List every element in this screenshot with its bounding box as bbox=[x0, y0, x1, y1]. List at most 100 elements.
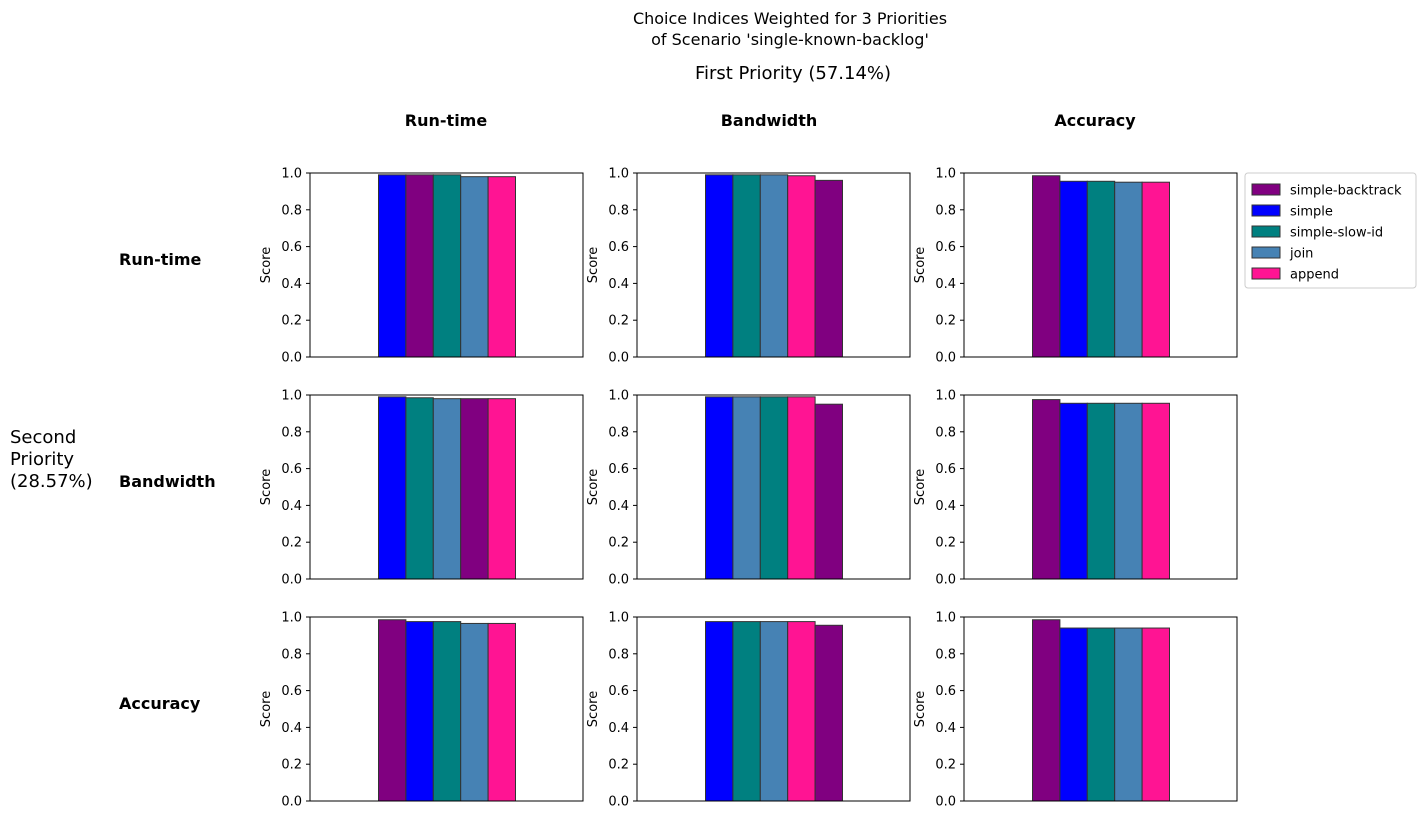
y-tick-label: 0.0 bbox=[935, 795, 956, 810]
y-tick-label: 0.8 bbox=[935, 647, 956, 662]
y-tick-label: 0.6 bbox=[608, 462, 629, 477]
bar-simple-backtrack bbox=[1032, 619, 1061, 802]
y-tick-label: 0.0 bbox=[935, 351, 956, 366]
legend: simple-backtrack simple simple-slow-id join… bbox=[1244, 172, 1417, 289]
bar-simple-slow-id bbox=[405, 397, 434, 580]
legend-label: join bbox=[1289, 247, 1313, 262]
legend-item-simple-slow-id: simple-slow-id bbox=[1251, 225, 1383, 241]
row-header-bandwidth: Bandwidth bbox=[119, 472, 216, 491]
y-tick-label: 0.0 bbox=[935, 573, 956, 588]
bar-simple-slow-id bbox=[1086, 180, 1116, 358]
legend-swatch bbox=[1251, 246, 1281, 259]
subplot-bandwidth-bandwidth: 0.0 0.2 0.4 0.6 0.8 1.0 Score bbox=[586, 389, 911, 588]
y-tick-label: 0.8 bbox=[281, 203, 302, 218]
y-tick-label: 0.0 bbox=[608, 795, 629, 810]
axes-frame bbox=[309, 172, 584, 358]
y-tick-label: 0.6 bbox=[935, 240, 956, 255]
y-tick-label: 0.2 bbox=[935, 758, 956, 773]
y-tick-label: 0.6 bbox=[281, 240, 302, 255]
legend-label: append bbox=[1290, 268, 1339, 283]
bar-append bbox=[487, 398, 517, 580]
y-tick-label: 0.6 bbox=[608, 240, 629, 255]
bar-simple-backtrack bbox=[1032, 175, 1061, 358]
y-axis-label: Score bbox=[913, 247, 928, 283]
bar-join bbox=[460, 176, 489, 358]
bar-simple bbox=[378, 396, 407, 580]
subplot-bandwidth-run-time: 0.0 0.2 0.4 0.6 0.8 1.0 Score bbox=[259, 389, 584, 588]
y-tick-label: 0.8 bbox=[935, 425, 956, 440]
column-header-run-time: Run-time bbox=[405, 111, 488, 130]
bar-join bbox=[759, 621, 789, 802]
bar-join bbox=[1114, 402, 1143, 580]
y-axis-label: Score bbox=[259, 469, 274, 505]
bar-join bbox=[432, 398, 462, 580]
bar-simple-backtrack bbox=[814, 179, 843, 358]
y-tick-label: 1.0 bbox=[935, 389, 956, 404]
legend-label: simple-backtrack bbox=[1290, 184, 1402, 199]
bar-join bbox=[1114, 627, 1143, 802]
subplot-accuracy-bandwidth: 0.0 0.2 0.4 0.6 0.8 1.0 Score bbox=[586, 611, 911, 810]
bar-append bbox=[1141, 181, 1170, 358]
second-priority-label-line-1: Second bbox=[10, 427, 76, 448]
y-axis-label: Score bbox=[586, 469, 601, 505]
axes-frame bbox=[636, 394, 911, 580]
legend-swatch bbox=[1251, 183, 1281, 196]
title-line-2: of Scenario 'single-known-backlog' bbox=[651, 30, 929, 49]
axes-frame bbox=[963, 172, 1238, 358]
y-tick-label: 0.2 bbox=[935, 314, 956, 329]
column-header-accuracy: Accuracy bbox=[1054, 111, 1136, 130]
bar-append bbox=[787, 175, 816, 358]
legend-item-append: append bbox=[1251, 267, 1339, 283]
bar-simple bbox=[1059, 402, 1088, 580]
y-tick-label: 0.0 bbox=[281, 573, 302, 588]
axes-frame bbox=[636, 172, 911, 358]
bar-simple bbox=[1059, 180, 1088, 358]
y-tick-label: 1.0 bbox=[935, 167, 956, 182]
title-line-1: Choice Indices Weighted for 3 Priorities bbox=[633, 9, 947, 28]
bar-join bbox=[732, 396, 761, 580]
y-tick-label: 0.8 bbox=[281, 647, 302, 662]
y-tick-label: 1.0 bbox=[608, 611, 629, 626]
y-tick-label: 0.4 bbox=[281, 499, 302, 514]
y-tick-label: 1.0 bbox=[935, 611, 956, 626]
y-tick-label: 0.8 bbox=[608, 647, 629, 662]
bar-simple-backtrack bbox=[378, 619, 407, 802]
y-tick-label: 0.4 bbox=[608, 277, 629, 292]
subplot-run-time-accuracy: 0.0 0.2 0.4 0.6 0.8 1.0 Score bbox=[913, 167, 1238, 366]
subplot-run-time-bandwidth: 0.0 0.2 0.4 0.6 0.8 1.0 Score bbox=[586, 167, 911, 366]
legend-item-simple-backtrack: simple-backtrack bbox=[1251, 183, 1402, 199]
bar-join bbox=[759, 174, 789, 358]
y-tick-label: 1.0 bbox=[608, 389, 629, 404]
bar-simple-backtrack bbox=[405, 174, 434, 358]
axes-frame bbox=[309, 394, 584, 580]
bar-simple bbox=[705, 174, 734, 358]
axes-frame bbox=[309, 616, 584, 802]
legend-label: simple-slow-id bbox=[1290, 226, 1383, 241]
legend-swatch bbox=[1251, 267, 1281, 280]
y-axis-label: Score bbox=[259, 247, 274, 283]
y-tick-label: 0.8 bbox=[281, 425, 302, 440]
subplot-accuracy-run-time: 0.0 0.2 0.4 0.6 0.8 1.0 Score bbox=[259, 611, 584, 810]
bar-simple bbox=[705, 396, 734, 580]
y-tick-label: 0.6 bbox=[281, 684, 302, 699]
y-tick-label: 0.8 bbox=[608, 425, 629, 440]
y-tick-label: 1.0 bbox=[281, 611, 302, 626]
bar-simple-slow-id bbox=[432, 174, 462, 358]
legend-item-join: join bbox=[1251, 246, 1313, 262]
y-tick-label: 1.0 bbox=[608, 167, 629, 182]
bar-simple bbox=[1059, 627, 1088, 802]
column-header-bandwidth: Bandwidth bbox=[721, 111, 818, 130]
subplot-accuracy-accuracy: 0.0 0.2 0.4 0.6 0.8 1.0 Score bbox=[913, 611, 1238, 810]
axes-frame bbox=[636, 616, 911, 802]
bar-append bbox=[487, 622, 517, 802]
subplot-grid: 0.0 0.2 0.4 0.6 0.8 1.0 Score 0.0 0.2 0.4 0.6 0.8 1.… bbox=[259, 167, 1238, 810]
bar-join bbox=[460, 622, 489, 802]
second-priority-label-line-2: Priority bbox=[10, 449, 74, 470]
y-tick-label: 0.2 bbox=[281, 314, 302, 329]
legend-label: simple bbox=[1290, 205, 1333, 220]
second-priority-label-line-3: (28.57%) bbox=[10, 471, 93, 492]
row-header-accuracy: Accuracy bbox=[119, 694, 201, 713]
bar-simple-backtrack bbox=[460, 398, 489, 580]
y-tick-label: 0.2 bbox=[935, 536, 956, 551]
y-tick-label: 0.8 bbox=[608, 203, 629, 218]
